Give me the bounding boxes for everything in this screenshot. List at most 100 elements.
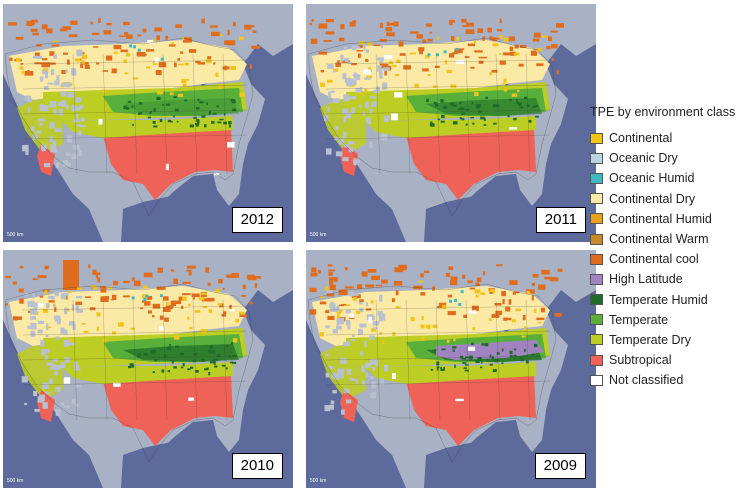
patch-temperate-humid	[440, 368, 445, 371]
relief	[44, 85, 49, 90]
relief	[46, 323, 49, 331]
region-west-coast	[17, 344, 63, 400]
patch-continental-cool	[201, 18, 205, 24]
region-temperate	[103, 88, 243, 116]
relief	[359, 87, 363, 92]
patch-continental-cool	[340, 24, 345, 30]
patch-temperate-humid	[174, 108, 179, 112]
patch-continental-cool	[218, 278, 223, 284]
patch-temperate-humid	[164, 354, 168, 358]
patch-not-classified	[468, 346, 476, 351]
relief	[339, 370, 342, 377]
patch-continental-cool	[170, 269, 174, 272]
patch-continental-cool	[19, 298, 24, 304]
relief	[379, 58, 384, 63]
patch-oceanic-humid	[458, 302, 462, 306]
patch-temperate-humid	[150, 350, 155, 354]
patch-continental-cool	[328, 277, 336, 281]
patch-temperate-humid	[461, 118, 465, 121]
patch-continental-cool	[393, 21, 399, 27]
patch-continental	[475, 294, 479, 298]
patch-temperate-humid	[139, 112, 143, 115]
relief	[364, 341, 367, 347]
patch-temperate-humid	[454, 364, 456, 368]
patch-continental	[453, 338, 456, 342]
relief	[346, 81, 352, 87]
legend-label: Subtropical	[609, 353, 672, 368]
patch-continental	[205, 59, 212, 64]
region-subtropical	[406, 128, 536, 200]
relief	[335, 151, 343, 157]
year-label-2012: 2012	[231, 207, 283, 233]
relief	[358, 328, 363, 335]
relief	[358, 301, 363, 305]
relief	[365, 362, 371, 368]
patch-temperate-humid	[232, 355, 236, 358]
patch-continental-cool	[44, 265, 49, 270]
patch-oceanic-humid	[131, 296, 135, 300]
patch-continental	[173, 335, 180, 340]
patch-continental	[77, 287, 82, 290]
legend-label: Continental	[609, 131, 673, 146]
region-subtropical-west	[340, 144, 358, 176]
patch-continental-cool	[39, 295, 43, 298]
patch-continental-cool	[138, 53, 147, 56]
patch-continental-cool	[533, 32, 541, 38]
relief	[328, 365, 334, 369]
legend-swatch	[590, 314, 603, 326]
patch-temperate-humid	[171, 360, 174, 364]
patch-temperate-humid	[440, 99, 444, 103]
relief	[359, 351, 364, 356]
patch-temperate-humid	[217, 121, 222, 124]
patch-temperate-humid	[137, 353, 140, 357]
relief	[382, 82, 388, 90]
patch-continental	[436, 37, 440, 41]
patch-temperate-humid	[471, 342, 474, 346]
region-subtropical	[103, 374, 233, 446]
patch-continental	[184, 62, 190, 66]
patch-continental-cool	[338, 289, 348, 295]
patch-continental-cool	[476, 277, 482, 283]
patch-temperate-humid	[489, 363, 493, 366]
relief	[30, 308, 38, 315]
legend-swatch	[590, 172, 603, 184]
patch-temperate-humid	[469, 358, 472, 361]
patch-continental-cool	[385, 27, 393, 32]
patch-continental-cool	[318, 23, 328, 29]
patch-temperate-humid	[138, 102, 143, 105]
relief	[340, 54, 344, 62]
patch-continental	[355, 310, 361, 314]
relief	[50, 296, 55, 300]
patch-continental-cool	[51, 44, 60, 47]
patch-continental-cool	[311, 267, 317, 273]
relief	[355, 379, 358, 385]
patch-continental	[92, 287, 98, 290]
scale-bar: 500 km	[310, 478, 327, 484]
patch-temperate-humid	[195, 369, 199, 373]
patch-temperate-humid	[194, 358, 197, 362]
patch-continental-cool	[491, 313, 500, 318]
patch-continental-cool	[147, 310, 152, 314]
relief	[66, 163, 72, 167]
relief	[361, 380, 366, 386]
patch-temperate-humid	[132, 123, 134, 126]
patch-continental	[480, 292, 486, 295]
patch-temperate-humid	[173, 96, 178, 99]
relief	[24, 402, 28, 406]
patch-oceanic-humid	[436, 53, 440, 57]
relief	[53, 54, 58, 59]
patch-continental-cool	[532, 274, 539, 278]
relief	[330, 400, 335, 405]
patch-continental	[432, 85, 438, 88]
patch-continental-cool	[197, 62, 205, 65]
year-label-2011: 2011	[535, 207, 586, 233]
patch-continental	[96, 312, 101, 317]
patch-not-classified	[98, 118, 103, 125]
patch-continental-cool	[120, 49, 128, 53]
patch-not-classified	[394, 92, 403, 98]
patch-continental-cool	[222, 287, 225, 290]
patch-temperate-humid	[463, 367, 467, 369]
legend-swatch	[590, 294, 603, 306]
relief	[27, 300, 35, 308]
relief	[56, 75, 60, 82]
